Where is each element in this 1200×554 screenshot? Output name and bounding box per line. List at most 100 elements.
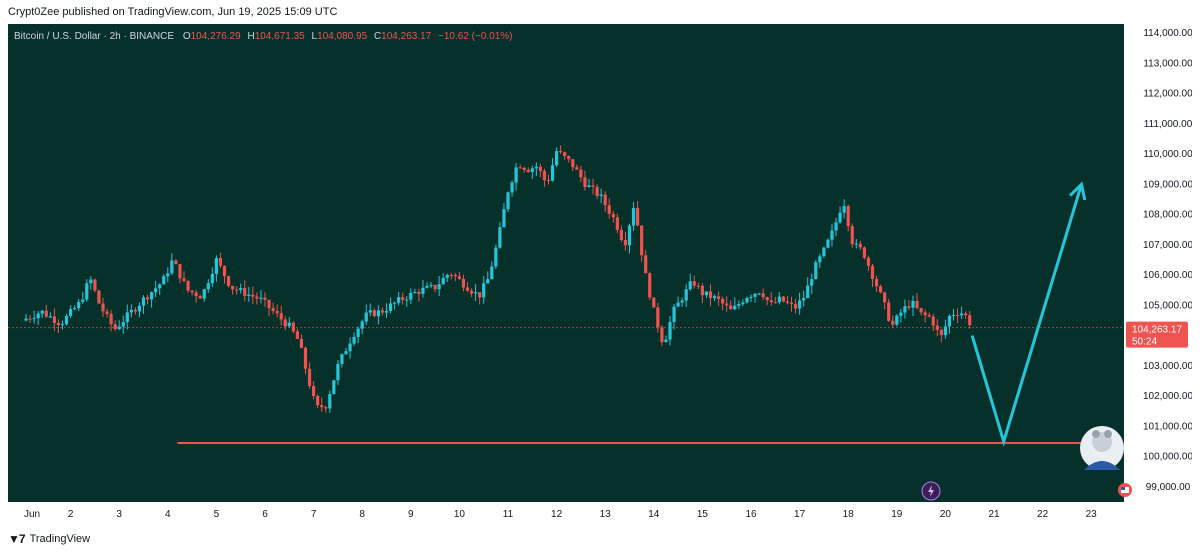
candlestick-chart[interactable]: 114,000.00 113,000.00 112,000.00 111,000.00… bbox=[8, 24, 1192, 526]
y-tick-label: 100,000.00 bbox=[1143, 452, 1192, 463]
candle-body bbox=[538, 166, 542, 171]
candle-body bbox=[660, 327, 664, 343]
candle-body bbox=[299, 338, 304, 348]
candle-body bbox=[445, 274, 449, 278]
candle-body bbox=[510, 182, 514, 193]
candle-body bbox=[866, 257, 871, 266]
x-tick-label: 19 bbox=[891, 509, 903, 520]
candle-body bbox=[465, 287, 470, 291]
legend-close: 104,263.17 bbox=[381, 31, 431, 42]
flag-icon bbox=[1118, 483, 1132, 497]
x-tick-label: 16 bbox=[745, 509, 757, 520]
candle-body bbox=[170, 260, 174, 274]
candle-body bbox=[684, 289, 688, 301]
candle-body bbox=[680, 300, 684, 303]
legend: Bitcoin / U.S. Dollar · 2h · BINANCE O10… bbox=[14, 31, 513, 42]
candle-body bbox=[36, 313, 40, 319]
candle-body bbox=[332, 380, 336, 395]
candle-body bbox=[405, 299, 409, 301]
candle-body bbox=[830, 230, 834, 240]
candle-body bbox=[194, 292, 198, 297]
candle-body bbox=[478, 292, 482, 298]
avatar[interactable] bbox=[1080, 426, 1124, 470]
candle-body bbox=[494, 247, 498, 267]
candle-body bbox=[461, 278, 466, 288]
candle-body bbox=[810, 279, 814, 286]
candle-body bbox=[409, 292, 413, 300]
candle-body bbox=[591, 185, 595, 187]
candle-body bbox=[688, 281, 692, 290]
candle-body bbox=[583, 177, 587, 187]
y-axis: 114,000.00 113,000.00 112,000.00 111,000.00… bbox=[1143, 28, 1192, 493]
y-tick-label: 101,000.00 bbox=[1143, 421, 1192, 432]
candle-body bbox=[664, 339, 668, 343]
candle-body bbox=[636, 208, 640, 226]
footer: ▼7 TradingView bbox=[8, 532, 90, 546]
candle-body bbox=[397, 297, 401, 303]
y-tick-label: 106,000.00 bbox=[1143, 270, 1192, 281]
y-tick-label: 103,000.00 bbox=[1143, 361, 1192, 372]
candle-body bbox=[964, 313, 968, 316]
candle-body bbox=[676, 302, 680, 307]
candle-body bbox=[672, 306, 676, 322]
x-tick-label: 2 bbox=[68, 509, 74, 520]
candle-body bbox=[109, 313, 113, 325]
candle-body bbox=[449, 274, 453, 276]
candle-body bbox=[89, 279, 93, 284]
y-tick-label: 109,000.00 bbox=[1143, 179, 1192, 190]
candle-body bbox=[518, 167, 522, 169]
candle-body bbox=[644, 255, 648, 274]
candle-body bbox=[555, 151, 559, 166]
x-tick-label: 17 bbox=[794, 509, 806, 520]
x-tick-label: 21 bbox=[988, 509, 1000, 520]
candle-body bbox=[700, 285, 704, 296]
candle-body bbox=[862, 247, 866, 258]
axis-background bbox=[1124, 24, 1192, 526]
candle-body bbox=[52, 316, 56, 324]
x-tick-label: 8 bbox=[359, 509, 365, 520]
candle-body bbox=[291, 322, 295, 332]
candle-body bbox=[822, 247, 826, 257]
candle-body bbox=[943, 326, 947, 336]
candle-body bbox=[307, 368, 312, 387]
lightning-icon[interactable] bbox=[921, 481, 941, 501]
projection-arrow[interactable] bbox=[970, 183, 1083, 447]
candle-body bbox=[48, 316, 52, 318]
x-tick-label: 20 bbox=[940, 509, 952, 520]
candle-body bbox=[40, 310, 44, 314]
candle-body bbox=[826, 239, 830, 248]
y-tick-label: 108,000.00 bbox=[1143, 210, 1192, 221]
candle-body bbox=[765, 297, 769, 301]
candle-body bbox=[64, 315, 69, 325]
candle-body bbox=[579, 169, 583, 178]
candle-body bbox=[453, 274, 457, 277]
candle-body bbox=[789, 302, 794, 305]
candle-body bbox=[769, 300, 773, 303]
candle-body bbox=[935, 325, 939, 330]
candle-body bbox=[85, 283, 89, 300]
candle-body bbox=[814, 262, 818, 280]
candle-body bbox=[312, 386, 316, 396]
candle-body bbox=[320, 405, 324, 408]
candle-body bbox=[137, 305, 142, 312]
candle-body bbox=[469, 290, 474, 294]
candle-body bbox=[150, 292, 154, 300]
candle-body bbox=[186, 280, 190, 291]
candle-body bbox=[113, 324, 117, 330]
candle-body bbox=[125, 312, 129, 323]
y-tick-label: 107,000.00 bbox=[1143, 240, 1192, 251]
candle-body bbox=[56, 323, 61, 325]
candle-body bbox=[239, 288, 243, 291]
candle-body bbox=[210, 273, 214, 284]
candle-body bbox=[753, 293, 757, 297]
chart-area[interactable]: 114,000.00 113,000.00 112,000.00 111,000.00… bbox=[8, 24, 1192, 526]
candle-body bbox=[652, 297, 656, 308]
x-tick-label: 15 bbox=[697, 509, 709, 520]
candle-body bbox=[226, 276, 231, 286]
candle-body bbox=[376, 310, 380, 317]
candle-body bbox=[874, 279, 879, 287]
candle-body bbox=[542, 170, 547, 181]
candle-body bbox=[567, 155, 571, 160]
candle-body bbox=[166, 273, 170, 277]
candle-body bbox=[133, 309, 137, 312]
